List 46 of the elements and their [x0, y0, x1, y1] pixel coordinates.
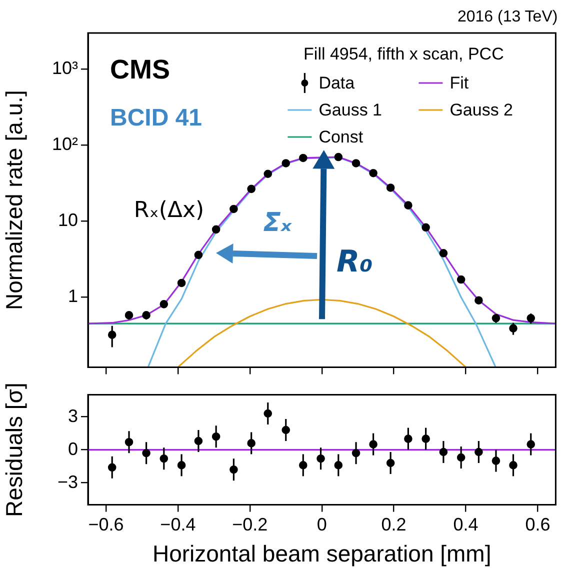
- point: [282, 159, 290, 168]
- y-tick-label: 3: [68, 406, 78, 426]
- legend-label: Gauss 1: [318, 100, 382, 120]
- x-tick-label: 0.6: [525, 514, 550, 535]
- y-tick-label: −3: [57, 472, 78, 492]
- x-axis-title: Horizontal beam separation [mm]: [152, 540, 492, 567]
- legend-label: Fit: [450, 74, 469, 93]
- point: [334, 152, 343, 162]
- legend-label: Const: [318, 128, 364, 147]
- annotation: Rₓ(Δx): [134, 198, 204, 224]
- point: [247, 184, 256, 194]
- annotation: Σₓ: [263, 208, 293, 238]
- legend-label: Data: [318, 74, 356, 93]
- y-axis-title: Residuals [σ]: [1, 382, 28, 517]
- point: [369, 168, 378, 178]
- y-tick-label: 1: [68, 286, 78, 306]
- legend-label: Gauss 2: [450, 100, 514, 120]
- y-tick-label: 10²: [52, 134, 78, 154]
- y-axis-title: Normalized rate [a.u.]: [1, 90, 28, 310]
- point: [230, 204, 238, 214]
- point: [177, 278, 186, 288]
- point: [439, 249, 448, 258]
- point: [194, 250, 203, 260]
- annotation: CMS: [110, 54, 170, 84]
- annotation: R₀: [336, 244, 373, 280]
- point: [456, 275, 466, 284]
- point: [264, 170, 272, 178]
- legend-title: Fill 4954, fifth x scan, PCC: [304, 44, 504, 64]
- point: [212, 225, 220, 234]
- point: [386, 184, 395, 192]
- x-tick-label: 0.4: [453, 514, 478, 535]
- x-tick-label: −0.4: [160, 514, 196, 535]
- annotation: BCID 41: [110, 104, 202, 132]
- point: [404, 201, 412, 210]
- point: [352, 159, 360, 168]
- x-tick-label: −0.6: [88, 514, 124, 535]
- x-tick-label: 0.2: [381, 514, 406, 535]
- x-tick-label: −0.2: [232, 514, 268, 535]
- x-tick-label: 0: [316, 514, 327, 535]
- point: [298, 154, 308, 162]
- point: [474, 296, 483, 304]
- y-tick-label: 10: [58, 210, 78, 230]
- point: [422, 223, 430, 232]
- y-tick-label: 0: [68, 438, 78, 459]
- y-tick-label: 10³: [52, 58, 78, 78]
- text: 2016 (13 TeV): [457, 8, 558, 26]
